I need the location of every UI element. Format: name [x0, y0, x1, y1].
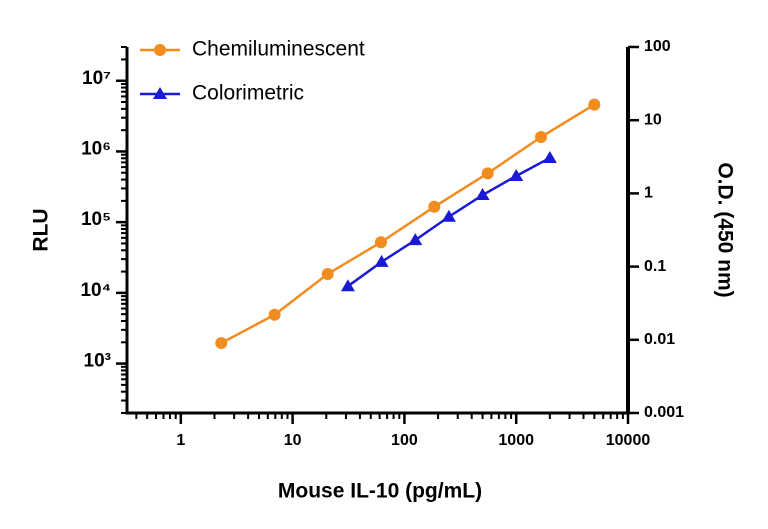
y2-tick-label: 100: [644, 38, 671, 55]
x-tick-label: 10: [284, 432, 302, 449]
legend-label: Colorimetric: [192, 82, 304, 105]
y-tick-label: 10⁴: [80, 280, 111, 301]
y-tick-label: 10³: [84, 351, 111, 372]
x-tick-label: 100: [391, 432, 418, 449]
x-axis-label: Mouse IL-10 (pg/mL): [278, 480, 482, 503]
data-point: [441, 209, 456, 222]
data-point: [374, 254, 389, 267]
y2-tick-label: 0.01: [644, 331, 675, 348]
data-point: [321, 267, 334, 280]
y2-tick-label: 0.1: [644, 258, 666, 275]
data-point: [340, 279, 355, 292]
data-point: [428, 200, 441, 213]
legend-marker: [153, 87, 167, 99]
y-axis-label: RLU: [30, 208, 53, 251]
y2-tick-label: 1: [644, 185, 653, 202]
data-point: [481, 167, 494, 180]
y-tick-label: 10⁵: [81, 209, 111, 230]
series-line: [220, 103, 595, 345]
y-tick-label: 10⁶: [81, 138, 111, 159]
data-point: [542, 150, 557, 163]
y2-tick-label: 10: [644, 111, 662, 128]
x-tick-label: 1: [176, 432, 185, 449]
data-point: [509, 168, 524, 181]
data-point: [374, 236, 387, 249]
legend-label: Chemiluminescent: [192, 38, 365, 61]
legend-marker: [154, 44, 166, 56]
y2-axis-label: O.D. (450 nm): [713, 162, 736, 297]
data-point: [535, 131, 548, 144]
x-tick-label: 10000: [606, 432, 651, 449]
data-point: [268, 308, 281, 321]
data-point: [215, 337, 228, 350]
y2-tick-label: 0.001: [644, 404, 684, 421]
data-point: [588, 98, 601, 111]
y-tick-label: 10⁷: [82, 68, 111, 89]
data-point: [408, 233, 423, 246]
data-point: [475, 188, 490, 201]
x-tick-label: 1000: [498, 432, 534, 449]
